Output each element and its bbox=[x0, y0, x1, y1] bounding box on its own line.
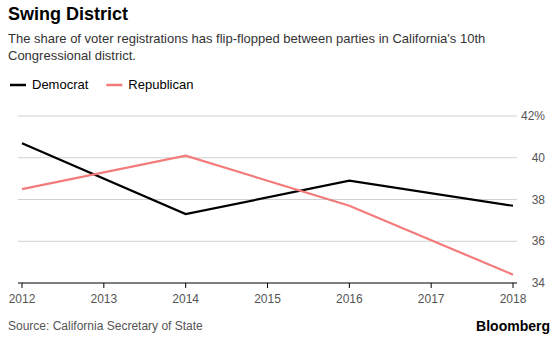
x-tick-label: 2017 bbox=[418, 292, 445, 306]
source: Source: California Secretary of State bbox=[8, 319, 203, 333]
x-tick bbox=[22, 283, 23, 288]
grid-line bbox=[18, 199, 517, 200]
plot-area bbox=[22, 143, 513, 275]
y-tick-label: 42% bbox=[521, 109, 545, 123]
legend-swatch bbox=[10, 84, 26, 87]
legend-label: Republican bbox=[128, 77, 193, 92]
x-tick-label: 2016 bbox=[336, 292, 363, 306]
credit: Bloomberg bbox=[476, 318, 550, 334]
x-tick-label: 2014 bbox=[172, 292, 199, 306]
legend-swatch bbox=[106, 84, 122, 87]
x-tick-label: 2015 bbox=[254, 292, 281, 306]
y-tick-label: 34 bbox=[532, 276, 546, 290]
y-tick-label: 38 bbox=[532, 193, 546, 207]
x-tick bbox=[185, 283, 186, 288]
chart: 34 36 38 40 42% 2012 2013 2014 2015 2016 2017 2018 D… bbox=[0, 0, 560, 342]
grid-line bbox=[18, 241, 517, 242]
y-tick-label: 36 bbox=[532, 234, 546, 248]
x-tick bbox=[513, 283, 514, 288]
legend-label: Democrat bbox=[32, 77, 89, 92]
grid-line bbox=[18, 157, 517, 158]
x-tick-label: 2013 bbox=[90, 292, 117, 306]
y-tick-label: 40 bbox=[532, 151, 546, 165]
series-line bbox=[22, 143, 513, 214]
title: Swing District bbox=[8, 4, 128, 25]
x-tick bbox=[431, 283, 432, 288]
x-tick-label: 2018 bbox=[500, 292, 527, 306]
x-tick bbox=[349, 283, 350, 288]
x-tick-label: 2012 bbox=[9, 292, 36, 306]
grid-line bbox=[18, 116, 517, 117]
x-tick bbox=[103, 283, 104, 288]
subtitle: The share of voter registrations has fli… bbox=[8, 30, 528, 64]
x-tick bbox=[267, 283, 268, 288]
series-line bbox=[22, 156, 513, 275]
